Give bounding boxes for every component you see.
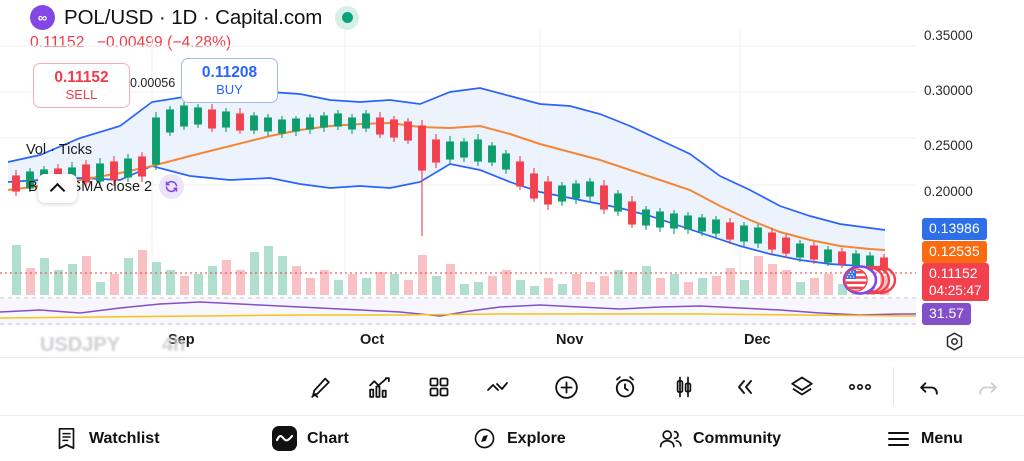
layers-icon: [791, 376, 813, 396]
more-dots-icon: [848, 383, 871, 391]
nav-menu-label: Menu: [921, 429, 963, 447]
chart-settings-icon[interactable]: [944, 331, 965, 357]
replay-button[interactable]: [729, 372, 759, 402]
last-price-badge: 0.11152 04:25:47: [922, 263, 989, 301]
spread-value: 0.00056: [130, 76, 176, 90]
time-axis[interactable]: Sep Oct Nov Dec: [0, 326, 1024, 358]
market-open-dot-icon: [335, 5, 360, 30]
candlestick-icon: [676, 376, 692, 398]
alerts-button[interactable]: [610, 372, 640, 402]
watchlist-icon: [54, 426, 79, 451]
header: ∞ POL/USD · 1D · Capital.com 0.11152 −0.…: [0, 0, 1024, 58]
nav-watchlist-label: Watchlist: [89, 429, 160, 447]
buy-label: BUY: [216, 82, 243, 97]
change-absolute: −0.00499: [96, 34, 163, 51]
hamburger-menu-icon: [886, 426, 911, 451]
chevron-up-icon: [49, 182, 66, 199]
price-tick: 0.25000: [924, 138, 973, 153]
chart-wave-icon: [272, 426, 297, 451]
time-tick: Oct: [360, 332, 385, 348]
chart-canvas[interactable]: Vol · Ticks BB 20 SMA close 2 RSI 14 clo…: [0, 30, 916, 325]
compass-icon: [472, 426, 497, 451]
sell-label: SELL: [65, 87, 98, 102]
plus-circle-icon: [554, 375, 578, 399]
draw-tool-button[interactable]: [305, 372, 335, 402]
rsi-badge: 31.57: [922, 303, 972, 325]
nav-community[interactable]: Community: [658, 426, 781, 451]
grid-squares-icon: [429, 377, 449, 397]
price-axis[interactable]: 0.35000 0.30000 0.25000 0.20000 0.13986 …: [916, 0, 1024, 330]
rewind-icon: [738, 380, 752, 394]
undo-button[interactable]: [914, 372, 944, 402]
picker-symbol: USDJPY: [40, 334, 121, 356]
picker-timeframe: 4h: [162, 334, 186, 356]
page-title: POL/USD · 1D · Capital.com: [64, 5, 323, 29]
sell-price: 0.11152: [54, 69, 109, 86]
buy-button[interactable]: 0.11208 BUY: [181, 58, 278, 103]
layouts-button[interactable]: [424, 372, 454, 402]
price-tick: 0.20000: [924, 184, 973, 199]
change-percent: (−4.28%): [167, 34, 232, 51]
buy-price: 0.11208: [201, 64, 258, 81]
people-icon: [658, 426, 683, 451]
zigzag-chevrons-icon: [487, 382, 508, 391]
indicators-chart-icon: [368, 376, 390, 398]
nav-explore-label: Explore: [507, 429, 566, 447]
time-tick: Nov: [556, 332, 584, 348]
nav-explore[interactable]: Explore: [472, 426, 566, 451]
last-price-badge-value: 0.11152: [929, 265, 978, 281]
nav-chart[interactable]: Chart: [272, 426, 349, 451]
price-tick: 0.35000: [924, 28, 973, 43]
nav-community-label: Community: [693, 429, 781, 447]
indicators-button[interactable]: [364, 372, 394, 402]
chart-toolbar: [0, 358, 1024, 416]
quote-summary: 0.11152 −0.00499 (−4.28%): [30, 34, 231, 52]
pencil-draw-icon: [310, 377, 330, 398]
sell-button[interactable]: 0.11152 SELL: [33, 63, 130, 108]
time-tick: Sep: [168, 332, 195, 348]
time-tick: Dec: [744, 332, 771, 348]
nav-menu[interactable]: Menu: [886, 426, 963, 451]
patterns-button[interactable]: [483, 372, 513, 402]
polygon-logo-icon: ∞: [30, 5, 55, 30]
collapse-panel-button[interactable]: [38, 174, 77, 203]
us-flag-marker-icon[interactable]: [836, 264, 898, 296]
undo-arrow-icon: [919, 381, 938, 395]
sma-badge: 0.12535: [922, 241, 987, 263]
layers-button[interactable]: [787, 372, 817, 402]
bb-upper-badge: 0.13986: [922, 218, 987, 240]
redo-arrow-icon: [978, 381, 997, 395]
chart-type-button[interactable]: [669, 372, 699, 402]
symbol-header[interactable]: ∞ POL/USD · 1D · Capital.com: [30, 5, 360, 30]
chart-wave-glyph: [272, 426, 297, 451]
toolbar-divider: [893, 367, 894, 405]
nav-chart-label: Chart: [307, 429, 349, 447]
redo-button[interactable]: [972, 372, 1002, 402]
refresh-icon[interactable]: [159, 174, 185, 199]
alarm-clock-icon: [615, 376, 635, 398]
bottom-nav: Watchlist Chart Explore: [0, 416, 1024, 461]
last-price: 0.11152: [30, 34, 85, 51]
volume-indicator-label[interactable]: Vol · Ticks: [26, 142, 93, 158]
more-button[interactable]: [845, 372, 875, 402]
chart-plot: [0, 30, 916, 325]
bar-countdown: 04:25:47: [929, 283, 982, 298]
add-button[interactable]: [551, 372, 581, 402]
nav-watchlist[interactable]: Watchlist: [54, 426, 160, 451]
price-tick: 0.30000: [924, 83, 973, 98]
